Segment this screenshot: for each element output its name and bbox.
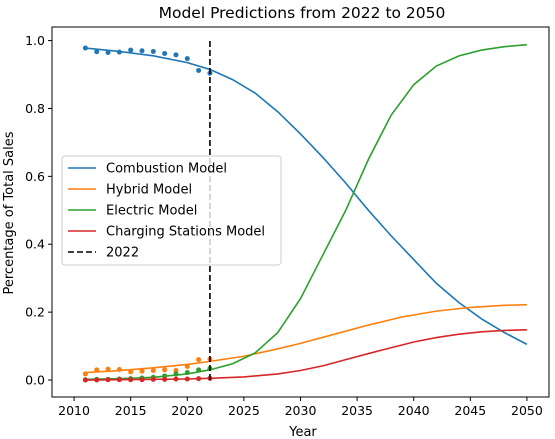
legend-box <box>61 155 282 266</box>
y-tick-label: 0.0 <box>25 373 45 388</box>
data-point <box>196 67 202 73</box>
data-point <box>94 49 100 55</box>
x-tick-label: 2045 <box>454 403 486 418</box>
x-tick-label: 2040 <box>398 403 430 418</box>
data-point <box>94 367 100 373</box>
series-line-3 <box>85 328 527 381</box>
data-point <box>105 49 111 55</box>
data-point <box>82 371 88 377</box>
y-axis: 0.0 0.2 0.4 0.6 0.8 1.0 <box>25 33 52 388</box>
data-point <box>184 56 190 62</box>
data-point <box>162 367 168 373</box>
data-point <box>173 376 179 382</box>
x-tick-label: 2025 <box>228 403 260 418</box>
x-axis: 2010 2015 2020 2025 2030 2035 2040 2045 2050 <box>58 397 543 418</box>
data-point <box>184 363 190 369</box>
legend-label: Combustion Model <box>106 162 227 177</box>
y-axis-label: Percentage of Total Sales <box>2 131 17 294</box>
y-tick-label: 0.2 <box>25 305 45 320</box>
legend-label: Electric Model <box>106 204 197 219</box>
data-point <box>139 368 145 374</box>
data-point <box>184 376 190 382</box>
data-point <box>116 49 122 55</box>
data-point <box>105 377 111 383</box>
legend-label: Charging Stations Model <box>106 225 265 240</box>
data-point <box>150 48 156 54</box>
legend-label: 2022 <box>106 246 139 261</box>
data-point <box>150 376 156 382</box>
series-line-1 <box>85 303 527 374</box>
data-point <box>196 357 202 363</box>
chart-title: Model Predictions from 2022 to 2050 <box>159 4 446 22</box>
data-point <box>82 377 88 383</box>
x-axis-label: Year <box>288 425 317 439</box>
data-point <box>128 369 134 375</box>
series-line-2 <box>85 43 527 381</box>
x-tick-label: 2020 <box>171 403 203 418</box>
data-point <box>116 377 122 383</box>
x-tick-label: 2010 <box>58 403 90 418</box>
data-point <box>196 367 202 373</box>
x-tick-label: 2050 <box>511 403 543 418</box>
y-tick-label: 0.6 <box>25 169 45 184</box>
data-point <box>162 50 168 56</box>
data-point <box>173 52 179 58</box>
data-point <box>139 48 145 54</box>
x-tick-label: 2035 <box>341 403 373 418</box>
data-point <box>162 376 168 382</box>
data-point <box>128 47 134 53</box>
data-point <box>150 368 156 374</box>
data-point <box>116 367 122 372</box>
data-point <box>184 370 190 376</box>
data-point <box>94 377 100 383</box>
data-point <box>105 366 111 372</box>
data-point <box>173 371 179 377</box>
legend: Combustion Model Hybrid Model Electric Mod… <box>61 155 282 266</box>
y-tick-label: 0.4 <box>25 237 45 252</box>
y-tick-label: 0.8 <box>25 101 45 116</box>
series-line-0 <box>85 47 528 346</box>
data-point <box>128 377 134 383</box>
x-tick-label: 2030 <box>285 403 317 418</box>
x-tick-label: 2015 <box>115 403 147 418</box>
data-point <box>196 376 202 382</box>
data-point <box>82 45 88 51</box>
y-tick-label: 1.0 <box>25 33 45 48</box>
data-point <box>139 377 145 383</box>
legend-label: Hybrid Model <box>106 183 192 198</box>
